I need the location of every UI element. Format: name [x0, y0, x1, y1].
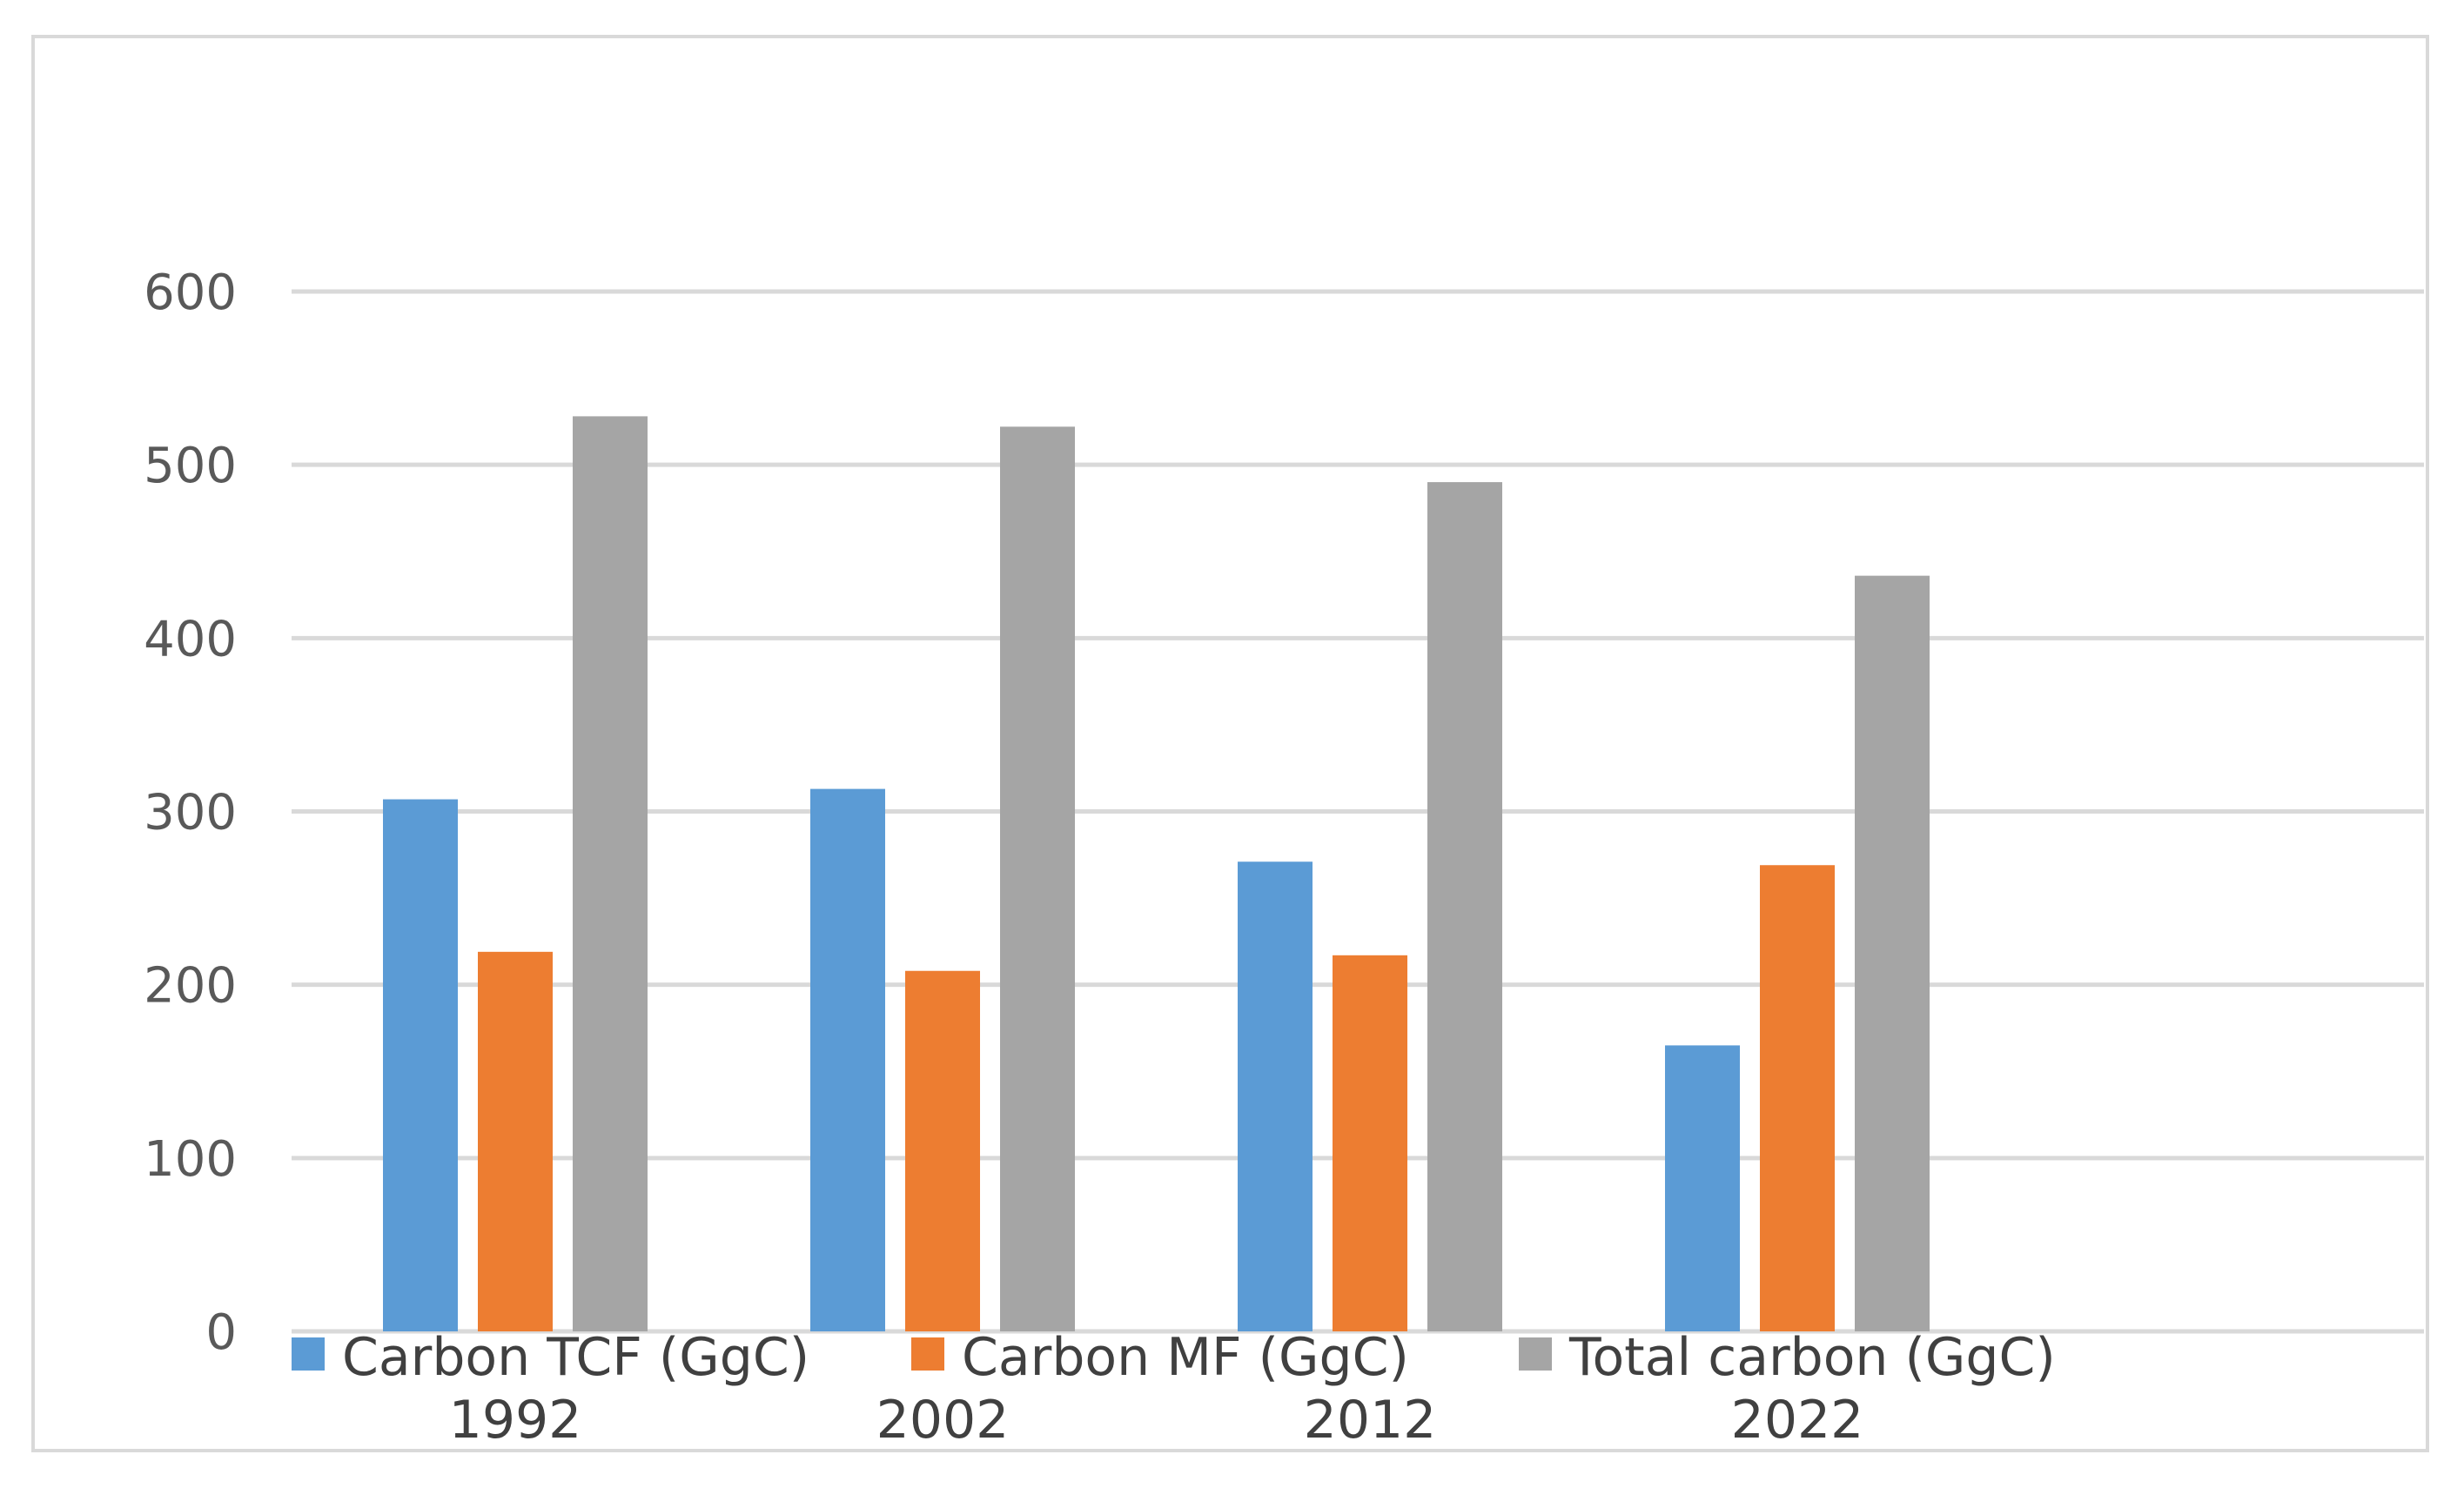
bar-carbon-tcf-ggc-2012: [1238, 861, 1313, 1331]
legend-label: Total carbon (GgC): [1568, 1327, 2056, 1388]
bar-total-carbon-ggc-2012: [1427, 482, 1502, 1331]
bar-carbon-mf-ggc-2012: [1333, 955, 1407, 1331]
y-tick-label: 0: [205, 1304, 237, 1361]
bar-total-carbon-ggc-2022: [1855, 575, 1930, 1331]
y-tick-label: 400: [144, 611, 237, 667]
bar-carbon-tcf-ggc-2022: [1665, 1045, 1740, 1331]
x-category-label: 2002: [876, 1390, 1010, 1451]
y-tick-label: 300: [144, 785, 237, 841]
bar-total-carbon-ggc-2002: [1000, 426, 1075, 1332]
bar-carbon-tcf-ggc-1992: [383, 799, 458, 1331]
y-axis-ticks: 0 100 200 300 400 500 600: [144, 265, 237, 1361]
y-tick-label: 600: [144, 265, 237, 321]
legend-swatch: [1519, 1337, 1552, 1371]
bar-carbon-mf-ggc-1992: [478, 951, 553, 1331]
bar-carbon-mf-ggc-2002: [905, 970, 980, 1331]
x-category-label: 2022: [1731, 1390, 1864, 1451]
bar-total-carbon-ggc-1992: [573, 416, 648, 1331]
legend-label: Carbon TCF (GgC): [342, 1327, 809, 1388]
legend-swatch: [911, 1337, 944, 1371]
bar-carbon-mf-ggc-2022: [1760, 865, 1835, 1331]
legend: Carbon TCF (GgC) Carbon MF (GgC) Total car…: [292, 1327, 2056, 1388]
x-axis-categories: 1992 2002 2012 2022: [449, 1390, 1864, 1451]
y-tick-label: 500: [144, 438, 237, 494]
y-tick-label: 200: [144, 958, 237, 1015]
legend-label: Carbon MF (GgC): [962, 1327, 1409, 1388]
y-tick-label: 100: [144, 1131, 237, 1188]
legend-swatch: [292, 1337, 325, 1371]
bar-carbon-tcf-ggc-2002: [810, 788, 885, 1331]
bars: [383, 416, 1930, 1332]
x-category-label: 2012: [1304, 1390, 1437, 1451]
x-category-label: 1992: [449, 1390, 582, 1451]
